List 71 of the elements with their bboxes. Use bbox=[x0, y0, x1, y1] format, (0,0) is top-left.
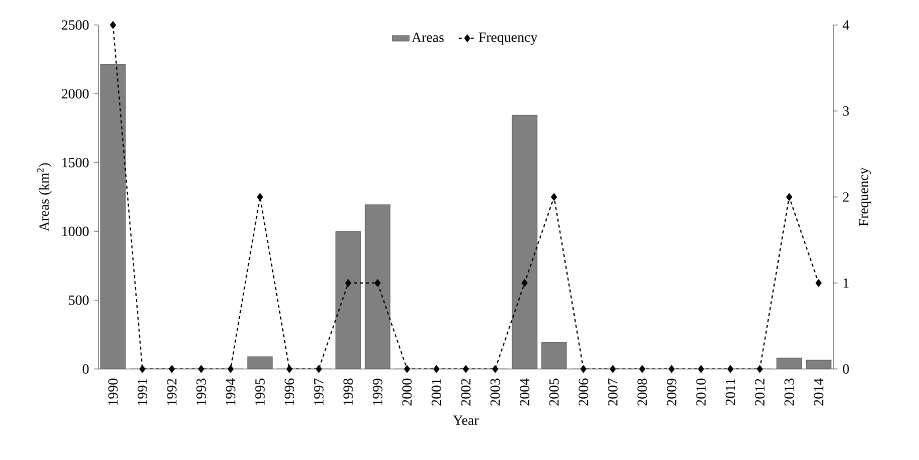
point bbox=[168, 365, 175, 373]
point bbox=[580, 365, 586, 373]
point bbox=[198, 365, 204, 373]
point bbox=[756, 365, 763, 373]
point bbox=[668, 365, 675, 373]
x-tick-label: 1998 bbox=[343, 378, 353, 405]
point bbox=[698, 365, 704, 373]
point bbox=[110, 21, 116, 29]
point bbox=[492, 365, 498, 373]
y-tick-label: 1000 bbox=[62, 226, 89, 236]
x-tick-label: 2012 bbox=[755, 378, 765, 406]
x-tick-label: 2002 bbox=[461, 378, 471, 406]
x-tick-label: 2008 bbox=[637, 378, 647, 406]
bar bbox=[100, 64, 126, 369]
x-tick-label: 2005 bbox=[549, 378, 559, 406]
y-tick-label: 1500 bbox=[62, 158, 89, 168]
x-tick-label: 1992 bbox=[167, 378, 177, 405]
y2-tick-label: 0 bbox=[842, 364, 849, 374]
y-tick-label: 500 bbox=[68, 295, 89, 305]
legend-label: Areas bbox=[412, 32, 444, 42]
point bbox=[374, 279, 381, 287]
x-tick-label: 2003 bbox=[490, 378, 500, 406]
point bbox=[816, 279, 822, 287]
point bbox=[462, 365, 469, 373]
point bbox=[727, 365, 734, 373]
point bbox=[610, 365, 616, 373]
point bbox=[551, 193, 557, 201]
x-tick-label: 1994 bbox=[226, 378, 236, 405]
point bbox=[316, 365, 322, 373]
y-tick-label: 2500 bbox=[62, 20, 89, 30]
x-tick-label: 2013 bbox=[784, 378, 794, 406]
point bbox=[139, 365, 146, 373]
point bbox=[639, 365, 646, 373]
y2-tick-label: 2 bbox=[843, 192, 849, 202]
x-tick-label: 2006 bbox=[578, 378, 588, 406]
point bbox=[404, 365, 410, 373]
point bbox=[786, 193, 792, 201]
x-tick-label: 2001 bbox=[432, 378, 442, 406]
x-tick-label: 2000 bbox=[402, 378, 412, 406]
x-axis-title: Year bbox=[453, 416, 479, 425]
point bbox=[433, 365, 440, 373]
y2-axis-title: Frequency bbox=[858, 167, 872, 226]
x-tick-label: 1991 bbox=[138, 378, 148, 405]
x-tick-label: 1990 bbox=[108, 378, 118, 405]
x-tick-label: 1995 bbox=[255, 378, 265, 405]
y-tick-label: 2000 bbox=[62, 89, 89, 99]
y2-tick-label: 4 bbox=[842, 20, 850, 30]
y2-tick-label: 3 bbox=[843, 106, 849, 116]
bar bbox=[541, 342, 567, 369]
point bbox=[228, 365, 234, 373]
x-tick-label: 2014 bbox=[814, 378, 824, 406]
x-tick-label: 2009 bbox=[666, 378, 676, 406]
x-tick-label: 2011 bbox=[726, 378, 736, 405]
legend-label: Frequency bbox=[478, 32, 538, 45]
point bbox=[522, 279, 528, 287]
y-axis-title: Areas (km$^{2}$) bbox=[36, 163, 52, 232]
y2-tick-label: 1 bbox=[844, 278, 849, 288]
x-tick-label: 1997 bbox=[314, 378, 324, 405]
x-tick-label: 2004 bbox=[520, 378, 530, 406]
bar bbox=[336, 231, 361, 369]
point bbox=[257, 193, 263, 201]
x-tick-label: 2010 bbox=[696, 378, 706, 406]
x-tick-label: 2007 bbox=[608, 378, 618, 406]
x-tick-label: 1996 bbox=[284, 378, 294, 405]
x-tick-label: 1999 bbox=[372, 378, 382, 405]
x-tick-label: 1993 bbox=[196, 378, 206, 405]
y-tick-label: 0 bbox=[82, 364, 89, 374]
bar bbox=[364, 204, 390, 369]
bar bbox=[512, 114, 538, 369]
point bbox=[345, 279, 352, 287]
point bbox=[286, 365, 292, 373]
